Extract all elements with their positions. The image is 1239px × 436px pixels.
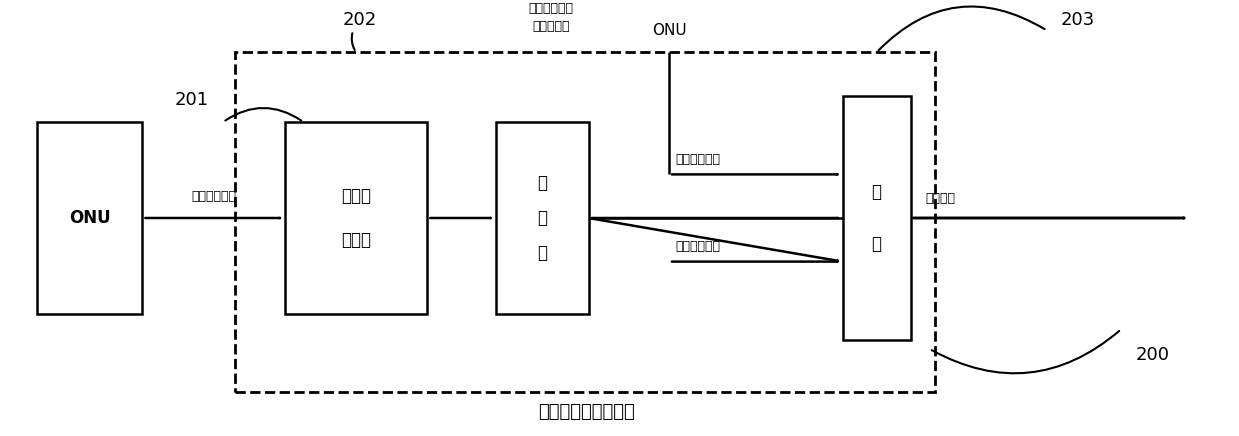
Text: ONU: ONU [69, 209, 110, 227]
Text: 通知信号: 通知信号 [926, 192, 955, 205]
Text: 器: 器 [536, 244, 548, 262]
Text: 测使能电路: 测使能电路 [533, 20, 570, 33]
Bar [285, 122, 427, 314]
Text: 检测使能信号: 检测使能信号 [675, 240, 720, 253]
Bar [496, 122, 589, 314]
Text: 发光指示信号: 发光指示信号 [675, 153, 720, 166]
Text: 200: 200 [1135, 346, 1170, 364]
Text: 与: 与 [871, 183, 882, 201]
Text: 长发光硬件检: 长发光硬件检 [529, 2, 574, 15]
Text: 门: 门 [871, 235, 882, 253]
Text: 定时器: 定时器 [341, 231, 372, 249]
Text: 发光指示信号: 发光指示信号 [191, 190, 237, 203]
Text: 反: 反 [536, 174, 548, 192]
Text: 看门狗: 看门狗 [341, 187, 372, 205]
Bar [37, 122, 142, 314]
Text: 相: 相 [536, 209, 548, 227]
Text: 202: 202 [342, 10, 377, 29]
Text: 201: 201 [175, 91, 209, 109]
Text: 长发光硬件检测电路: 长发光硬件检测电路 [538, 403, 634, 421]
Bar [843, 96, 911, 340]
Text: ONU: ONU [652, 23, 686, 38]
Bar [235, 52, 935, 392]
Text: 203: 203 [1061, 10, 1095, 29]
